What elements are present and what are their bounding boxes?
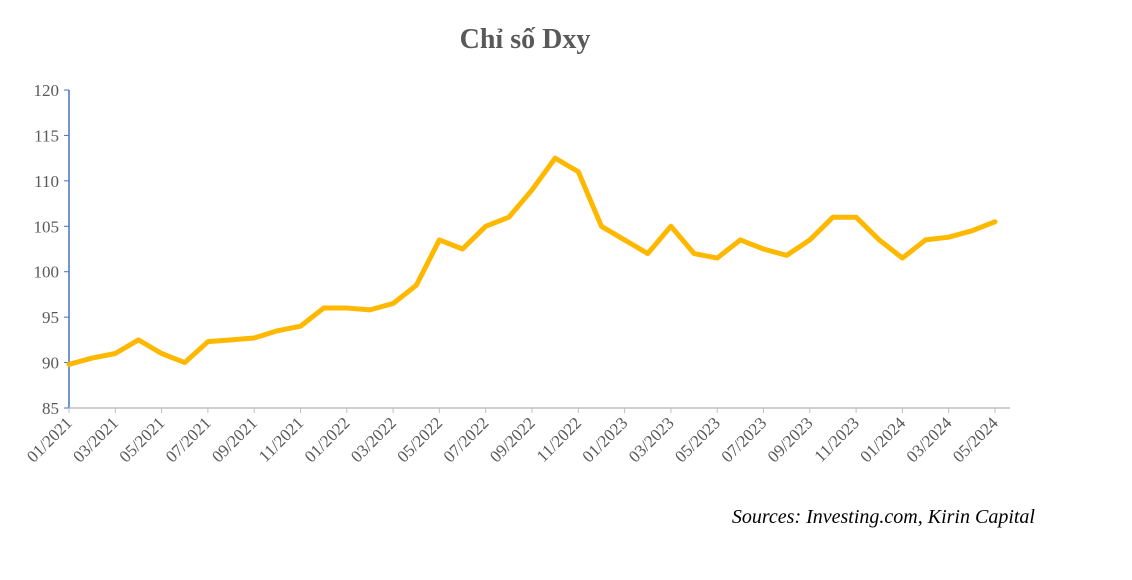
- x-tick-label: 01/2021: [23, 413, 76, 466]
- x-tick-label: 03/2022: [347, 413, 400, 466]
- x-tick-label: 09/2023: [764, 413, 817, 466]
- x-tick-label: 07/2022: [440, 413, 493, 466]
- x-tick-label: 05/2022: [393, 413, 446, 466]
- x-tick-label: 03/2021: [69, 413, 122, 466]
- y-tick-label: 85: [42, 399, 59, 418]
- data-line: [66, 155, 998, 367]
- y-tick-label: 115: [34, 126, 59, 145]
- x-tick-label: 03/2024: [903, 413, 956, 466]
- x-tick-label: 11/2021: [255, 413, 307, 465]
- x-tick-label: 05/2024: [949, 413, 1002, 466]
- x-tick-label: 07/2023: [717, 413, 770, 466]
- x-tick-label: 05/2023: [671, 413, 724, 466]
- x-tick-label: 01/2022: [301, 413, 354, 466]
- x-tick-label: 09/2022: [486, 413, 539, 466]
- x-tick-label: 03/2023: [625, 413, 678, 466]
- x-tick-label: 07/2021: [162, 413, 215, 466]
- x-tick-label: 11/2023: [811, 413, 863, 465]
- x-tick-label: 01/2023: [579, 413, 632, 466]
- y-tick-label: 120: [34, 81, 60, 100]
- x-tick-label: 01/2024: [856, 413, 909, 466]
- y-tick-label: 105: [34, 217, 60, 236]
- source-note: Sources: Investing.com, Kirin Capital: [732, 506, 1036, 528]
- y-tick-label: 100: [34, 263, 60, 282]
- y-tick-label: 90: [42, 354, 59, 373]
- x-tick-label: 09/2021: [208, 413, 261, 466]
- x-tick-label: 11/2022: [533, 413, 585, 465]
- chart-title: Chỉ số Dxy: [460, 24, 591, 55]
- y-tick-label: 110: [34, 172, 59, 191]
- y-tick-label: 95: [42, 308, 59, 327]
- x-tick-label: 05/2021: [116, 413, 169, 466]
